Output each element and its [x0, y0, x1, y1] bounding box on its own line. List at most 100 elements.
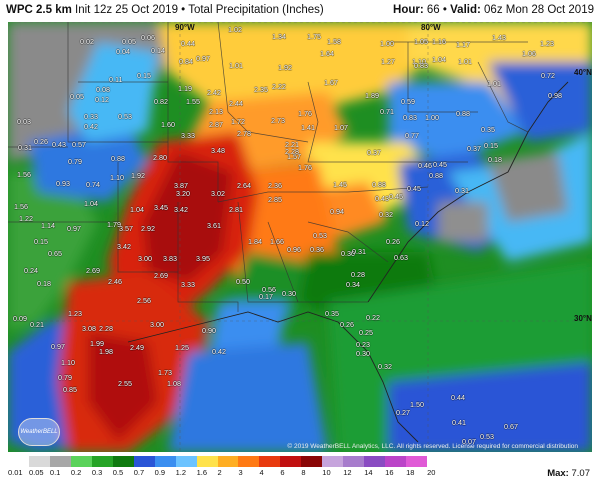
precip-value-label: 2.64: [237, 181, 251, 190]
title-left: WPC 2.5 km Init 12z 25 Oct 2019 • Total …: [6, 4, 324, 16]
max-value-label: Max: 7.07: [547, 468, 590, 479]
legend-tick: 1.6: [196, 468, 208, 477]
precip-value-label: 0.32: [379, 210, 393, 219]
precip-value-label: 0.35: [325, 309, 339, 318]
variable-name: Total Precipitation (Inches): [188, 4, 324, 16]
precip-value-label: 0.26: [340, 320, 354, 329]
precip-value-label: 0.63: [394, 253, 408, 262]
precip-value-label: 0.09: [13, 314, 27, 323]
legend-swatch: [322, 456, 344, 467]
precip-value-label: 2.69: [154, 271, 168, 280]
legend-swatch: [91, 456, 113, 467]
coastline: [127, 311, 419, 443]
legend-tick-labels: 0.01 0.05 0.1 0.2 0.3 0.5 0.7 0.9 1.2 1.6 2 3 4 6 8 10 1…: [8, 468, 448, 477]
precip-value-label: 1.57: [287, 152, 301, 161]
precip-value-label: 0.96: [287, 245, 301, 254]
separator-2: •: [442, 4, 447, 16]
precip-value-label: 2.85: [268, 195, 282, 204]
precip-value-label: 0.35: [481, 125, 495, 134]
precip-value-label: 3.20: [176, 189, 190, 198]
precip-value-label: 3.33: [181, 131, 195, 140]
precip-value-label: 0.12: [95, 95, 109, 104]
precip-value-label: 0.21: [30, 320, 44, 329]
precip-value-label: 0.88: [372, 180, 386, 189]
precip-value-label: 1.06: [522, 49, 536, 58]
precip-value-label: 2.69: [86, 266, 100, 275]
precip-value-label: 2.28: [99, 324, 113, 333]
precip-value-label: 0.88: [456, 109, 470, 118]
precip-value-label: 0.53: [480, 432, 494, 441]
precip-value-label: 0.65: [48, 249, 62, 258]
precip-value-label: 1.02: [228, 25, 242, 34]
legend-tick: 0.2: [70, 468, 82, 477]
precip-value-label: 0.83: [403, 113, 417, 122]
precip-value-label: 1.99: [90, 339, 104, 348]
separator: •: [181, 4, 186, 16]
precip-value-label: 1.66: [270, 237, 284, 246]
weatherbell-logo: WeatherBELL: [18, 418, 60, 446]
precip-value-label: 1.00: [380, 39, 394, 48]
max-label: Max:: [547, 468, 569, 479]
precip-value-label: 2.87: [209, 120, 223, 129]
precip-value-label: 2.56: [137, 296, 151, 305]
precip-value-label: 0.34: [346, 280, 360, 289]
legend-tick: 0.5: [112, 468, 124, 477]
lon-label-80w: 80°W: [421, 23, 441, 32]
precip-value-label: 0.79: [68, 157, 82, 166]
init-time: Init 12z 25 Oct 2019: [75, 4, 178, 16]
precip-value-label: 0.31: [455, 186, 469, 195]
precip-value-label: 0.14: [151, 46, 165, 55]
precip-value-label: 0.56: [262, 285, 276, 294]
precip-value-label: 0.44: [181, 39, 195, 48]
legend-swatch: [343, 456, 365, 467]
legend-swatch: [385, 456, 407, 467]
precip-value-label: 0.98: [548, 91, 562, 100]
model-name: WPC 2.5 km: [6, 4, 72, 16]
legend-swatch: [217, 456, 239, 467]
title-right: Hour: 66 • Valid: 06z Mon 28 Oct 2019: [393, 4, 594, 16]
precip-value-label: 0.30: [356, 349, 370, 358]
map-graphic: [8, 22, 592, 452]
precip-value-label: 3.02: [211, 189, 225, 198]
precip-value-label: 1.67: [324, 78, 338, 87]
precip-value-label: 0.72: [541, 71, 555, 80]
precip-value-label: 2.21: [285, 140, 299, 149]
precip-value-label: 1.98: [99, 347, 113, 356]
legend-tick: 0.01: [8, 468, 23, 477]
precip-value-label: 2.80: [153, 153, 167, 162]
precip-value-label: 0.93: [56, 179, 70, 188]
precip-value-label: 2.22: [272, 82, 286, 91]
precip-value-label: 0.31: [18, 143, 32, 152]
precip-value-label: 3.42: [174, 205, 188, 214]
precip-value-label: 1.27: [381, 57, 395, 66]
legend-swatch: [238, 456, 260, 467]
precip-value-label: 0.26: [34, 137, 48, 146]
legend-swatch: [175, 456, 197, 467]
precip-value-label: 0.15: [484, 141, 498, 150]
precip-value-label: 0.97: [196, 54, 210, 63]
color-legend: 0.01 0.05 0.1 0.2 0.3 0.5 0.7 0.9 1.2 1.6 2 3 4 6 8 10 1…: [8, 456, 449, 480]
legend-swatch: [406, 456, 428, 467]
precip-value-label: 0.90: [202, 326, 216, 335]
legend-swatch: [112, 456, 134, 467]
max-value: 7.07: [571, 468, 591, 479]
precip-value-label: 0.77: [405, 131, 419, 140]
precip-value-label: 0.32: [378, 362, 392, 371]
precip-value-label: 1.04: [130, 205, 144, 214]
legend-swatch: [70, 456, 92, 467]
precip-value-label: 0.33: [84, 112, 98, 121]
precip-value-label: 1.79: [107, 220, 121, 229]
precip-value-label: 0.02: [80, 37, 94, 46]
precip-value-label: 1.92: [131, 171, 145, 180]
legend-tick: 2: [217, 468, 222, 477]
precip-value-label: 0.17: [259, 292, 273, 301]
precip-value-label: 1.76: [298, 163, 312, 172]
precip-value-label: 0.11: [109, 75, 123, 84]
precip-value-label: 1.08: [167, 379, 181, 388]
precip-value-label: 0.18: [488, 155, 502, 164]
precip-value-label: 2.78: [237, 129, 251, 138]
precip-value-label: 0.28: [351, 270, 365, 279]
precip-value-label: 0.82: [154, 97, 168, 106]
precip-value-label: 3.00: [150, 320, 164, 329]
precip-value-label: 2.44: [229, 99, 243, 108]
